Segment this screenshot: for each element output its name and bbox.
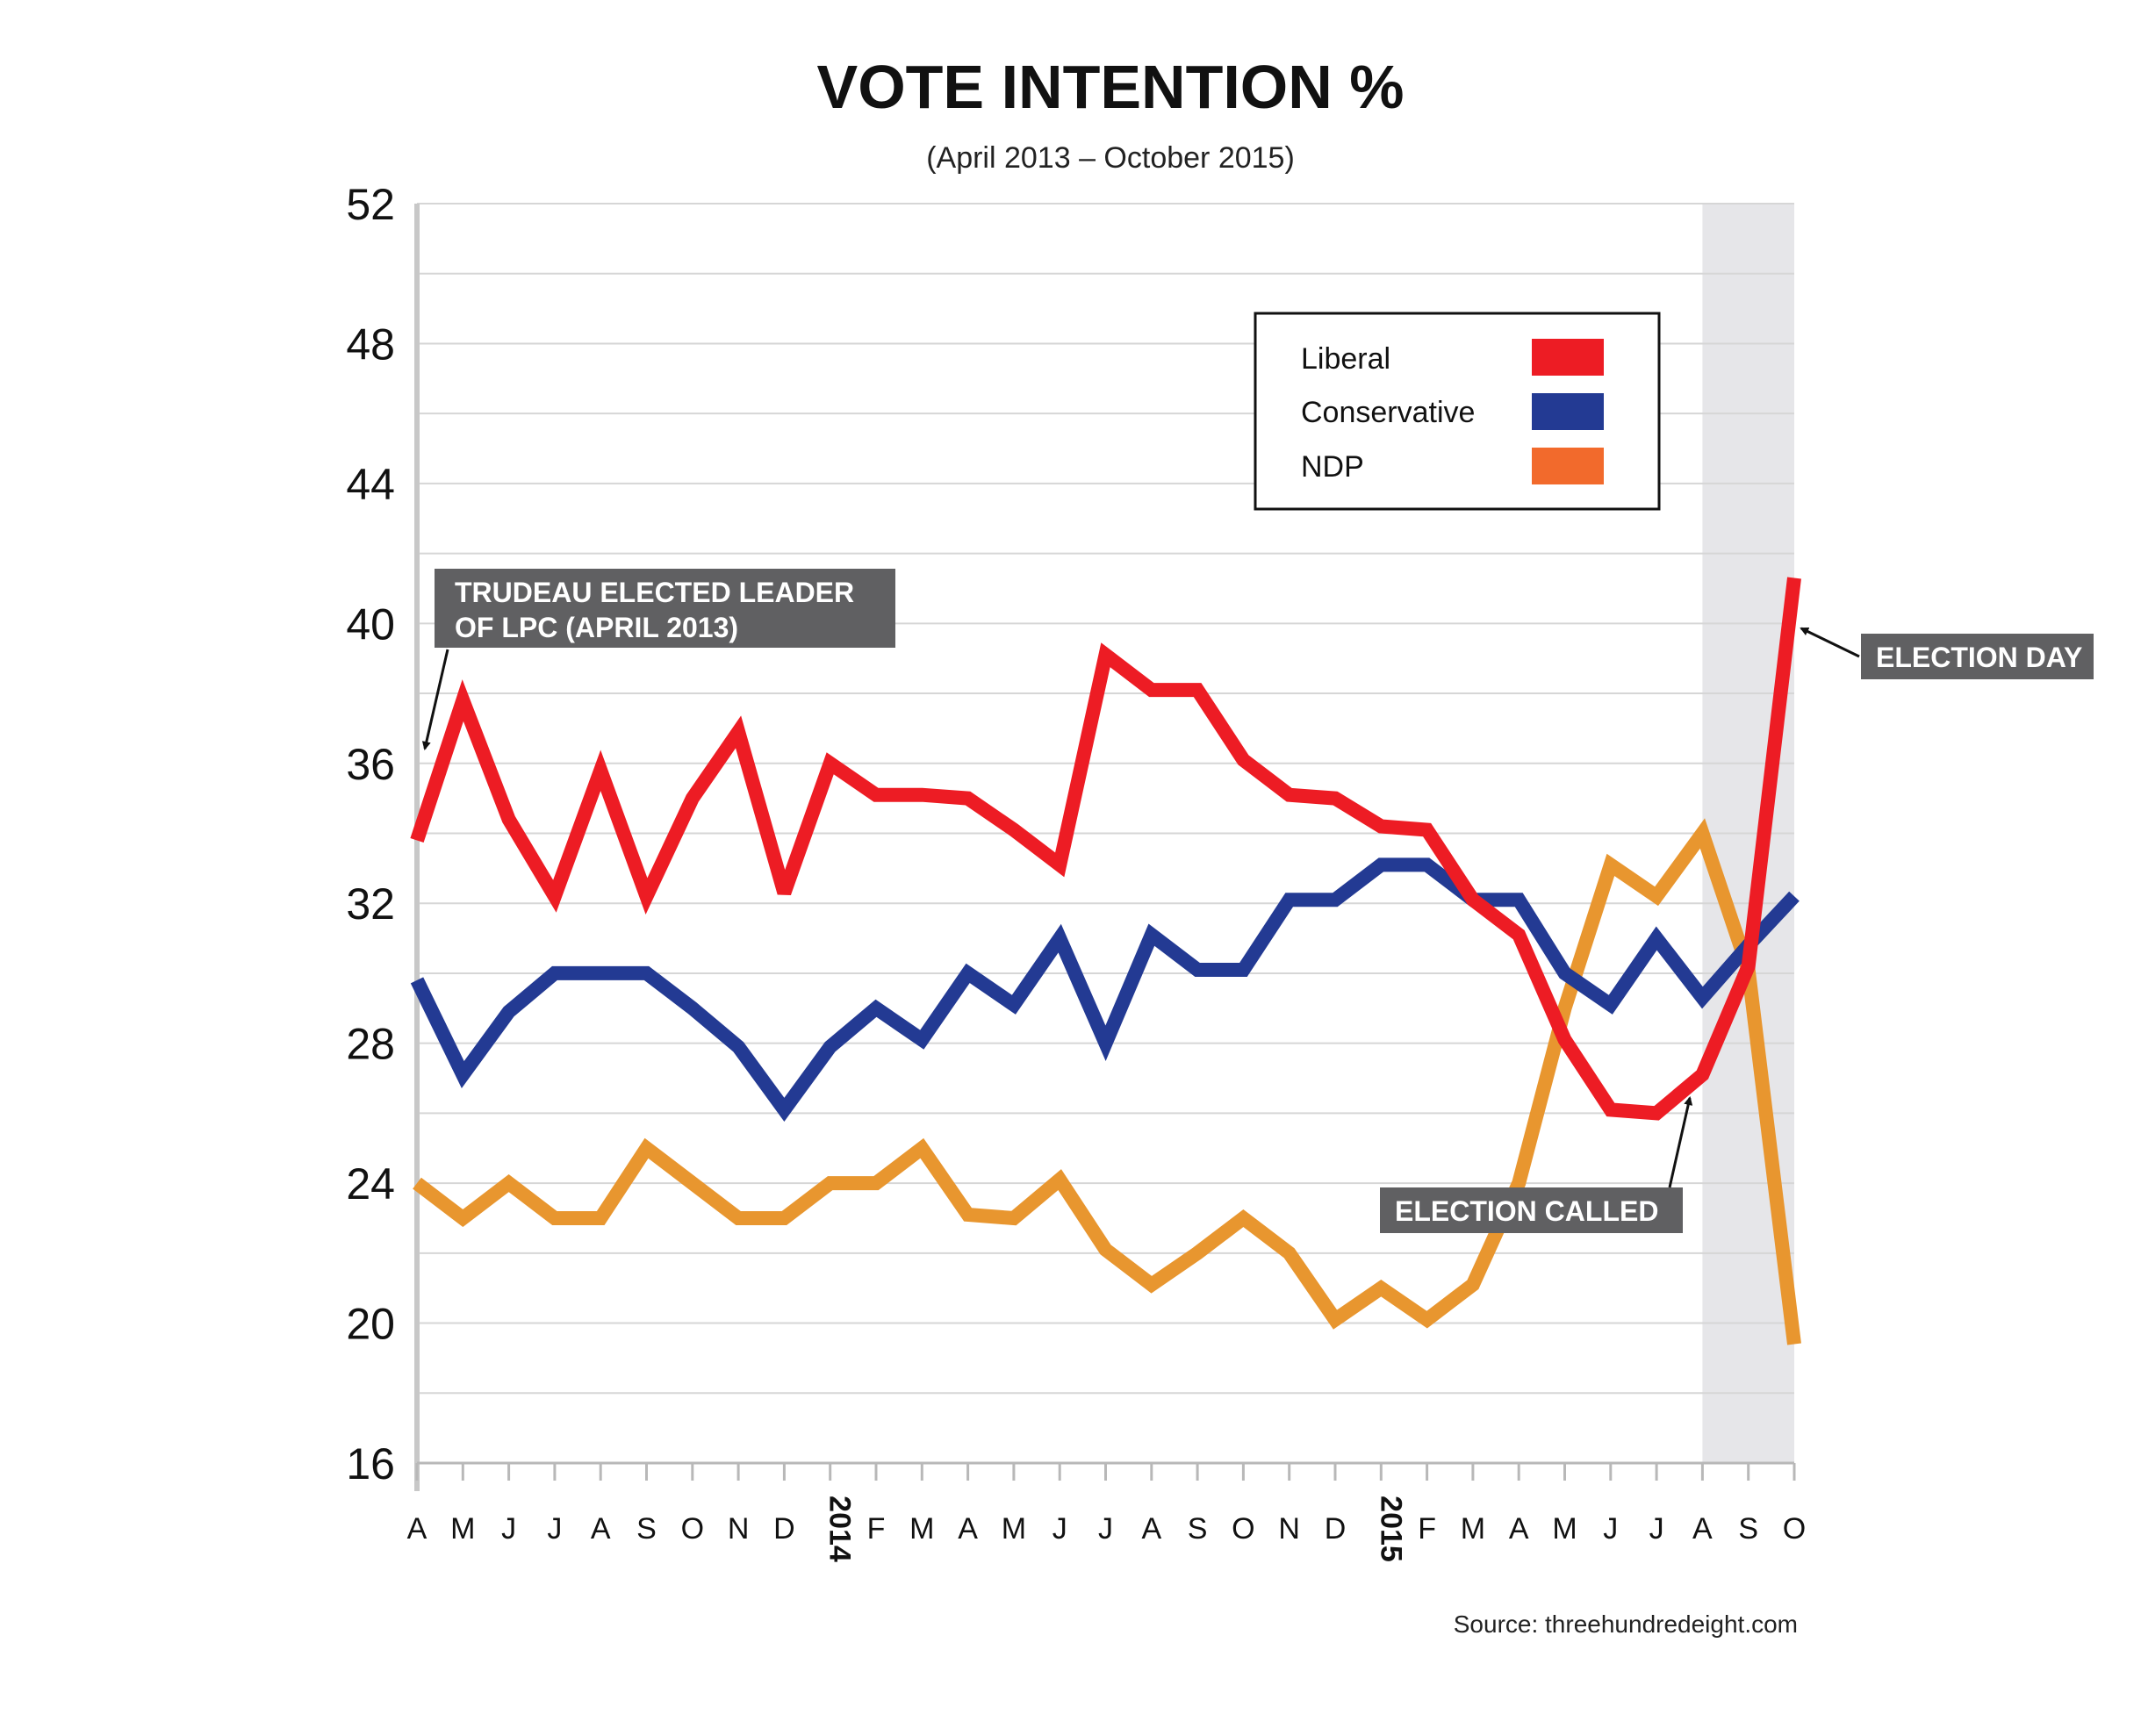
- legend-swatch-ndp: [1532, 448, 1604, 484]
- x-tick-label: N: [1278, 1512, 1300, 1546]
- annotation-election-day: ELECTION DAY: [1800, 627, 2094, 679]
- x-tick-label: A: [1509, 1512, 1529, 1546]
- annotation-trudeau: TRUDEAU ELECTED LEADER OF LPC (APRIL 201…: [421, 569, 895, 750]
- x-tick-label: O: [681, 1512, 704, 1546]
- x-tick-label: M: [450, 1512, 475, 1546]
- y-tick-label: 28: [346, 1020, 395, 1069]
- y-tick-label: 24: [346, 1159, 395, 1209]
- x-tick-label: A: [1692, 1512, 1713, 1546]
- x-tick-label: O: [1783, 1512, 1806, 1546]
- x-year-label: 2015: [1374, 1496, 1407, 1562]
- x-tick-label: S: [636, 1512, 657, 1546]
- series-line-liberal: [410, 577, 1801, 1121]
- legend-swatch-conservative: [1532, 393, 1604, 430]
- annotation-trudeau-line2: OF LPC (APRIL 2013): [455, 612, 738, 643]
- x-tick-label: O: [1232, 1512, 1254, 1546]
- series-line-ndp: [413, 818, 1801, 1345]
- x-tick-label: N: [728, 1512, 750, 1546]
- x-tick-label: A: [1141, 1512, 1161, 1546]
- x-tick-label: A: [958, 1512, 978, 1546]
- series-lines: [410, 577, 1801, 1345]
- series-line-conservative: [410, 857, 1800, 1122]
- x-tick-label: M: [1552, 1512, 1577, 1546]
- x-tick-label: J: [1098, 1512, 1113, 1546]
- y-tick-label: 44: [346, 460, 395, 509]
- y-axis-ticks: 16 20 24 28 32 36 40 44 48 52: [346, 180, 395, 1489]
- annotation-election-called-box: [1380, 1187, 1683, 1233]
- x-tick-label: D: [1325, 1512, 1347, 1546]
- annotation-election-day-arrow: [1800, 627, 1860, 658]
- legend-swatch-liberal: [1532, 339, 1604, 376]
- annotation-election-called-arrow: [1668, 1096, 1693, 1188]
- legend-label-liberal: Liberal: [1301, 342, 1390, 376]
- x-tick-label: J: [547, 1512, 562, 1546]
- legend-label-ndp: NDP: [1301, 450, 1364, 484]
- annotation-election-day-text: ELECTION DAY: [1876, 642, 2082, 673]
- y-tick-label: 20: [346, 1300, 395, 1349]
- x-tick-label: J: [1603, 1512, 1618, 1546]
- x-tick-label: J: [1649, 1512, 1664, 1546]
- y-tick-label: 32: [346, 879, 395, 929]
- x-tick-label: S: [1188, 1512, 1208, 1546]
- chart-subtitle: (April 2013 – October 2015): [926, 141, 1295, 175]
- x-tick-label: M: [909, 1512, 934, 1546]
- annotation-trudeau-line1: TRUDEAU ELECTED LEADER: [455, 577, 854, 608]
- y-tick-label: 48: [346, 319, 395, 369]
- y-tick-label: 40: [346, 599, 395, 649]
- legend-label-conservative: Conservative: [1301, 396, 1475, 429]
- y-tick-label: 36: [346, 740, 395, 789]
- x-year-label: 2014: [823, 1496, 857, 1562]
- annotation-election-called: ELECTION CALLED: [1380, 1096, 1693, 1233]
- x-tick-label: J: [501, 1512, 516, 1546]
- annotation-trudeau-arrow: [421, 649, 449, 750]
- chart-title: VOTE INTENTION %: [817, 53, 1405, 121]
- y-tick-label: 16: [346, 1439, 395, 1489]
- annotation-election-called-text: ELECTION CALLED: [1395, 1195, 1658, 1227]
- annotation-election-day-box: [1861, 634, 2094, 679]
- source-note: Source: threehundredeight.com: [1454, 1610, 1798, 1638]
- x-tick-label: F: [1418, 1512, 1436, 1546]
- x-tick-label: M: [1461, 1512, 1485, 1546]
- annotation-trudeau-box: [435, 569, 895, 648]
- x-tick-label: A: [407, 1512, 427, 1546]
- y-tick-label: 52: [346, 180, 395, 229]
- x-tick-label: S: [1738, 1512, 1758, 1546]
- x-tick-label: M: [1002, 1512, 1026, 1546]
- x-tick-label: D: [773, 1512, 795, 1546]
- x-tick-label: F: [867, 1512, 886, 1546]
- legend: Liberal Conservative NDP: [1254, 312, 1661, 511]
- x-tick-label: J: [1053, 1512, 1067, 1546]
- x-axis-ticks: A M J J A S O N D 2014 F M A M J J A S O N D 2015 F M A M J J A S O: [407, 1463, 1806, 1562]
- x-tick-label: A: [591, 1512, 611, 1546]
